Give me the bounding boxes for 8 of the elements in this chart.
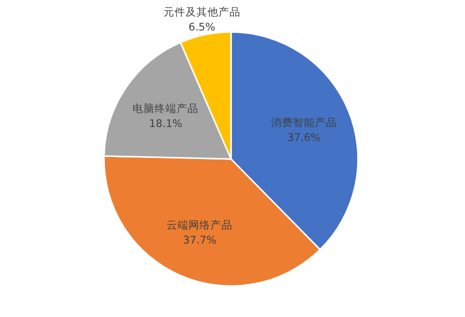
data-label: 37.6% (287, 132, 321, 144)
slice-label: 电脑终端产品 (132, 102, 199, 116)
data-label: 37.7% (183, 234, 216, 246)
slice-label: 元件及其他产品 (163, 5, 240, 18)
slice-label: 云端网络产品 (166, 218, 233, 232)
slice-label: 消费智能产品 (270, 116, 337, 130)
data-label: 18.1% (149, 118, 182, 130)
data-label: 6.5% (188, 21, 216, 34)
